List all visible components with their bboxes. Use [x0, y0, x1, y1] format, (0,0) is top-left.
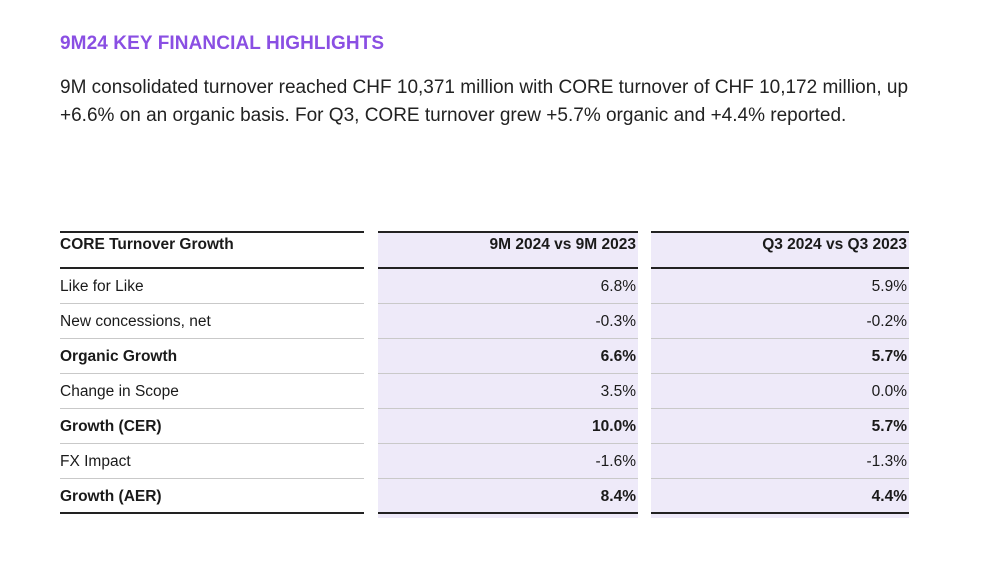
table-column-9m: 9M 2024 vs 9M 2023 6.8% -0.3% 6.6% 3.5% … [378, 231, 638, 518]
cell-9m-change-in-scope: 3.5% [378, 374, 638, 409]
intro-text: 9M consolidated turnover reached CHF 10,… [60, 77, 909, 126]
page-title: 9M24 KEY FINANCIAL HIGHLIGHTS [60, 33, 385, 54]
row-label-new-concessions: New concessions, net [60, 304, 364, 339]
row-label-growth-aer: Growth (AER) [60, 479, 364, 514]
table-label-column: CORE Turnover Growth Like for Like New c… [60, 231, 364, 518]
cell-9m-like-for-like: 6.8% [378, 269, 638, 304]
cell-9m-organic-growth: 6.6% [378, 339, 638, 374]
cell-q3-organic-growth: 5.7% [651, 339, 909, 374]
intro-paragraph: 9M consolidated turnover reached CHF 10,… [60, 74, 908, 130]
cell-q3-like-for-like: 5.9% [651, 269, 909, 304]
table-header-q3: Q3 2024 vs Q3 2023 [651, 231, 909, 269]
cell-q3-fx-impact: -1.3% [651, 444, 909, 479]
row-label-growth-cer: Growth (CER) [60, 409, 364, 444]
table-header-label: CORE Turnover Growth [60, 231, 364, 269]
cell-9m-new-concessions: -0.3% [378, 304, 638, 339]
row-label-organic-growth: Organic Growth [60, 339, 364, 374]
row-label-fx-impact: FX Impact [60, 444, 364, 479]
cell-q3-change-in-scope: 0.0% [651, 374, 909, 409]
cell-9m-growth-cer: 10.0% [378, 409, 638, 444]
cell-9m-growth-aer: 8.4% [378, 479, 638, 514]
cell-9m-fx-impact: -1.6% [378, 444, 638, 479]
table-header-9m: 9M 2024 vs 9M 2023 [378, 231, 638, 269]
cell-q3-growth-aer: 4.4% [651, 479, 909, 514]
row-label-like-for-like: Like for Like [60, 269, 364, 304]
table-column-q3: Q3 2024 vs Q3 2023 5.9% -0.2% 5.7% 0.0% … [651, 231, 909, 518]
row-label-change-in-scope: Change in Scope [60, 374, 364, 409]
cell-q3-growth-cer: 5.7% [651, 409, 909, 444]
cell-q3-new-concessions: -0.2% [651, 304, 909, 339]
